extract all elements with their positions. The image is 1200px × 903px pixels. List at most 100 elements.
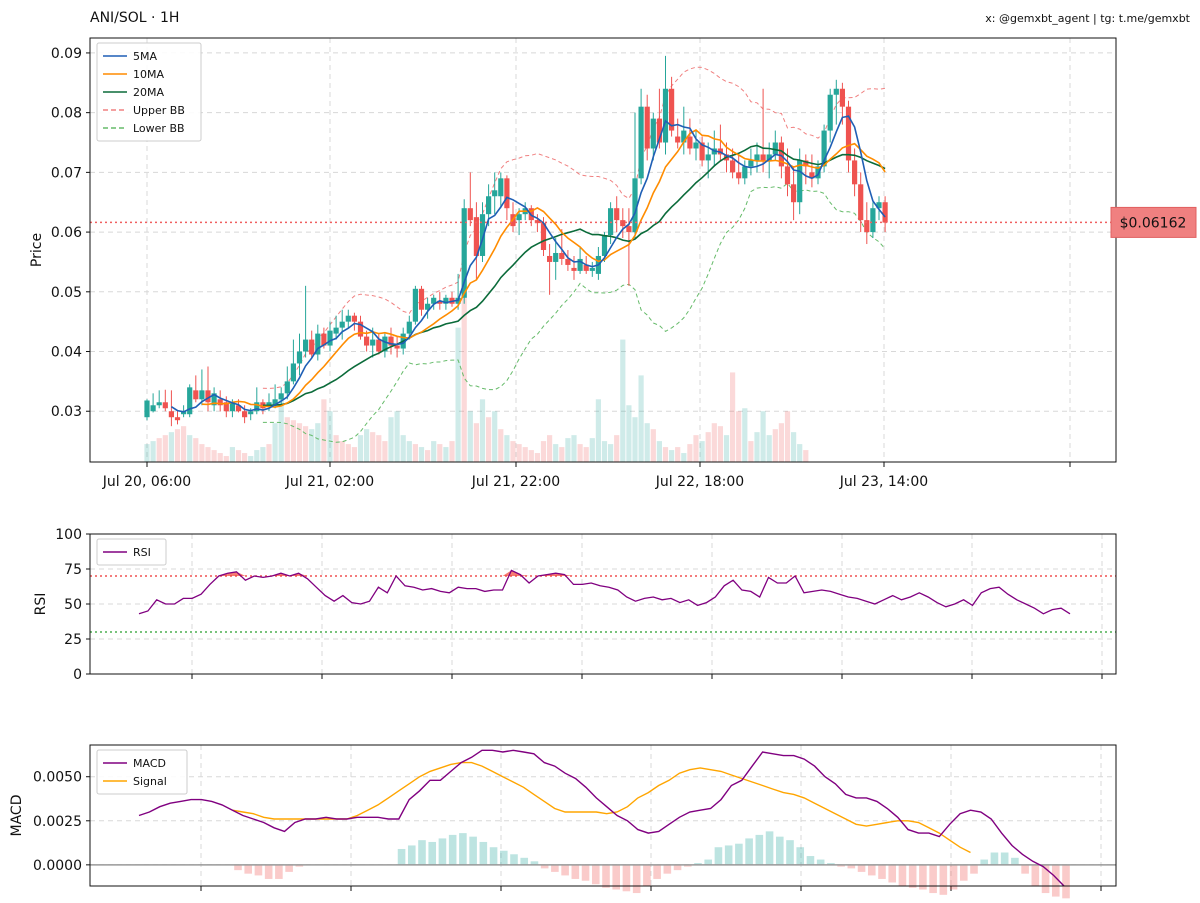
rsi-legend-label: RSI [133, 546, 151, 559]
candle-body [370, 339, 376, 346]
candle-body [791, 184, 797, 203]
volume-bar [260, 447, 266, 462]
volume-bar [357, 435, 364, 462]
volume-bar [717, 426, 723, 462]
candle-body [559, 252, 565, 259]
candle-body [144, 400, 150, 418]
macd-histogram-bar [234, 864, 242, 871]
candle-body [339, 321, 345, 328]
volume-bar [437, 444, 443, 462]
candle-body [260, 402, 266, 409]
volume-bar [687, 444, 693, 462]
volume-bar [327, 411, 333, 462]
macd-histogram-bar [612, 864, 621, 890]
volume-bar [168, 432, 174, 462]
candle-body [467, 208, 473, 221]
candle-body [608, 208, 614, 236]
macd-histogram-bar [816, 859, 825, 865]
volume-bar [443, 447, 449, 462]
candle-body [748, 160, 754, 167]
volume-bar [656, 441, 662, 462]
volume-bar [540, 441, 547, 462]
volume-bar [242, 453, 248, 462]
price-frame [89, 37, 1117, 463]
candle-body [650, 118, 656, 149]
volume-bar [412, 444, 418, 462]
candle-body [443, 297, 449, 304]
candle-body [217, 399, 223, 406]
candle-body [394, 345, 400, 349]
macd-histogram-bar [571, 864, 580, 879]
candle-body [492, 190, 498, 197]
candle-body [388, 336, 394, 346]
macd-histogram-bar [949, 864, 958, 890]
candle-body [284, 381, 290, 394]
rsi-line [138, 569, 1071, 615]
macd-histogram-bar [898, 864, 907, 886]
macd-legend-label: MACD [133, 757, 166, 770]
candle-body [351, 315, 357, 322]
candle-body [315, 333, 321, 355]
volume-bar [370, 432, 376, 462]
candle-body [681, 130, 687, 143]
candle-body [687, 136, 693, 149]
macd-frame [89, 744, 1117, 887]
volume-bar [418, 447, 425, 462]
candle-body [601, 235, 608, 256]
candle-body [571, 267, 577, 271]
price-ytick-label: 0.09 [51, 46, 82, 62]
candle-body [669, 88, 675, 131]
macd-histogram-bar [745, 838, 753, 865]
volume-bar [608, 444, 614, 462]
volume-bar [693, 435, 699, 462]
candle-body [242, 411, 248, 418]
candle-body [662, 88, 669, 143]
macd-histogram-bar [1011, 857, 1019, 865]
candle-body [638, 106, 644, 179]
macd-histogram-bar [694, 863, 702, 865]
rsi-ytick-label: 0 [73, 667, 82, 683]
macd-histogram-bar [939, 864, 948, 895]
macd-histogram-bar [1041, 864, 1050, 894]
macd-histogram-bar [448, 834, 457, 865]
macd-histogram-bar [469, 836, 477, 865]
candle-body [772, 142, 778, 155]
macd-histogram-bar [397, 848, 406, 865]
price-ytick-label: 0.03 [51, 404, 82, 420]
candle-body [577, 258, 583, 271]
macd-histogram-bar [1021, 864, 1029, 874]
candle-body [193, 390, 199, 400]
candle-body [479, 214, 486, 256]
rsi-overbought-fill [236, 571, 246, 576]
volume-bar [638, 375, 644, 462]
macd-histogram-bar [254, 864, 263, 876]
volume-bar [644, 423, 650, 462]
volume-bar [150, 441, 156, 462]
macd-histogram-bar [878, 864, 886, 879]
macd-histogram-bar [980, 859, 989, 865]
macd-histogram-bar [520, 857, 529, 865]
macd-histogram-bar [1031, 864, 1040, 886]
volume-bar [217, 453, 223, 462]
volume-bar [223, 456, 229, 462]
macd-histogram-bar [959, 864, 968, 881]
volume-bar [473, 423, 479, 462]
macd-histogram-bar [489, 847, 498, 865]
volume-bar [699, 441, 705, 462]
last-price-badge-box [1110, 206, 1197, 238]
volume-bar [748, 441, 754, 462]
candle-body [852, 160, 858, 185]
candle-body [742, 166, 748, 179]
volume-bar [272, 423, 278, 462]
volume-bar [492, 411, 498, 462]
macd-ylabel: MACD [9, 795, 25, 837]
volume-bar [290, 420, 296, 462]
volume-bar [248, 456, 254, 462]
candle-body [168, 411, 174, 418]
volume-bar [766, 435, 772, 462]
candle-body [425, 303, 431, 310]
rsi-ytick-label: 25 [64, 632, 82, 648]
candle-body [229, 402, 235, 412]
macd-histogram-bar [908, 864, 917, 888]
